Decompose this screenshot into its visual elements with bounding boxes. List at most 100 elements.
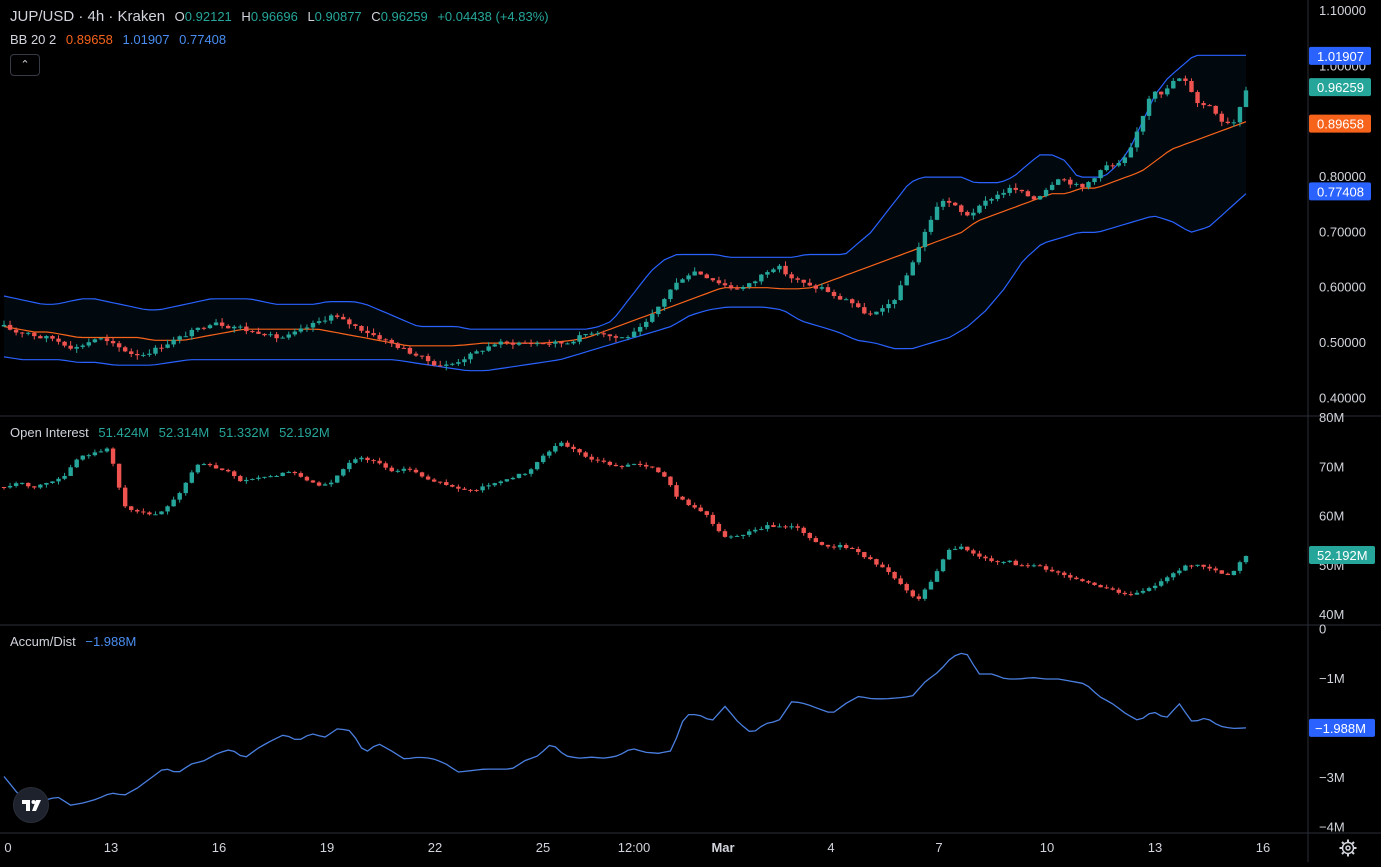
price-candle (1074, 183, 1079, 185)
oi-candle (607, 461, 613, 465)
oi-candle (856, 548, 861, 553)
price-candle (789, 274, 794, 279)
oi-candle (595, 459, 600, 461)
price-candle (946, 200, 952, 203)
price-candle (674, 282, 679, 290)
price-candle (1019, 189, 1025, 192)
bb-basis-value: 0.89658 (65, 32, 113, 47)
time-axis-tick-label: 25 (536, 840, 550, 855)
ad-legend[interactable]: Accum/Dist −1.988M (10, 634, 142, 649)
price-candle (704, 274, 709, 279)
oi-candle (777, 526, 782, 528)
oi-candle (316, 482, 322, 486)
oi-candle (232, 471, 237, 477)
oi-axis-tick-label: 70M (1319, 459, 1344, 474)
oi-candle (910, 590, 915, 597)
price-candle (856, 303, 861, 308)
oi-candle (1189, 565, 1194, 567)
price-candle (965, 211, 970, 216)
price-candle (1177, 78, 1182, 81)
price-candle (1031, 196, 1037, 200)
price-candle (1080, 183, 1085, 188)
high-value: 0.96696 (250, 9, 298, 24)
price-candle (995, 194, 1000, 199)
price-candle (668, 289, 673, 300)
oi-candle (250, 478, 255, 480)
oi-candle (68, 467, 73, 476)
oi-candle (395, 470, 401, 472)
ad-value: −1.988M (85, 634, 137, 649)
price-candle (480, 350, 485, 352)
price-candle (934, 206, 940, 220)
price-candle (19, 332, 25, 334)
oi-candle (1110, 588, 1115, 590)
price-candle (783, 265, 788, 275)
price-candle (129, 351, 134, 354)
gear-icon[interactable] (1338, 838, 1358, 858)
oi-candle (528, 469, 534, 474)
price-candle (7, 324, 13, 330)
oi-candle (662, 472, 667, 477)
price-candle (201, 327, 207, 329)
chevron-up-icon: ⌃ (20, 59, 30, 71)
price-candle (365, 330, 370, 334)
time-axis-tick-label: 13 (1148, 840, 1162, 855)
price-candle (1171, 80, 1176, 89)
oi-candle (637, 463, 643, 465)
oi-candle (310, 480, 316, 483)
price-candle (431, 361, 437, 366)
price-candle (341, 316, 346, 320)
oi-candle (401, 468, 407, 471)
oi-candle (789, 526, 794, 528)
oi-candle (813, 538, 819, 543)
price-candle (650, 314, 655, 322)
oi-candle (795, 526, 800, 528)
oi-candle (153, 514, 158, 516)
price-axis-tick-label: 0.80000 (1319, 169, 1366, 184)
price-candle (1068, 179, 1073, 185)
oi-candle (583, 452, 588, 457)
time-axis-tick-label: 22 (428, 840, 442, 855)
oi-candle (498, 481, 503, 484)
oi-candle (1231, 570, 1237, 576)
price-candle (777, 265, 782, 270)
price-candle (1146, 98, 1152, 116)
price-candle (686, 275, 691, 280)
symbol-title: JUP/USD · 4h · Kraken (10, 8, 166, 25)
oi-candle (159, 511, 164, 515)
oi-candle (431, 479, 437, 482)
price-candle (601, 333, 606, 335)
oi-candle (292, 471, 298, 474)
oi-candle (1049, 569, 1055, 572)
oi-candle (165, 506, 170, 512)
bb-legend[interactable]: BB 20 2 0.89658 1.01907 0.77408 (10, 32, 232, 47)
price-candle (486, 346, 491, 351)
price-candle (565, 343, 570, 345)
price-candle (553, 341, 558, 344)
price-candle (747, 283, 752, 288)
collapse-legend-button[interactable]: ⌃ (10, 54, 40, 76)
price-candle (413, 353, 419, 356)
price-candle (619, 337, 625, 339)
price-candle (759, 274, 764, 282)
oi-axis-value-tag-text: 52.192M (1317, 548, 1368, 563)
oi-candle (1213, 568, 1218, 571)
price-candle (304, 327, 310, 329)
price-candle (631, 331, 637, 338)
tradingview-logo-icon[interactable] (13, 787, 49, 823)
oi-candle (698, 507, 703, 512)
price-candle (662, 299, 667, 307)
price-candle (1104, 165, 1109, 171)
price-candle (171, 339, 176, 345)
oi-candle (1074, 577, 1079, 580)
price-candle (195, 327, 201, 330)
price-axis-tick-label: 0.60000 (1319, 280, 1366, 295)
oi-legend[interactable]: Open Interest 51.424M 52.314M 51.332M 52… (10, 425, 336, 440)
oi-candle (468, 489, 473, 491)
price-candle (189, 329, 195, 337)
oi-candle (650, 466, 655, 468)
price-candle (474, 351, 479, 354)
oi-candle (862, 552, 867, 558)
